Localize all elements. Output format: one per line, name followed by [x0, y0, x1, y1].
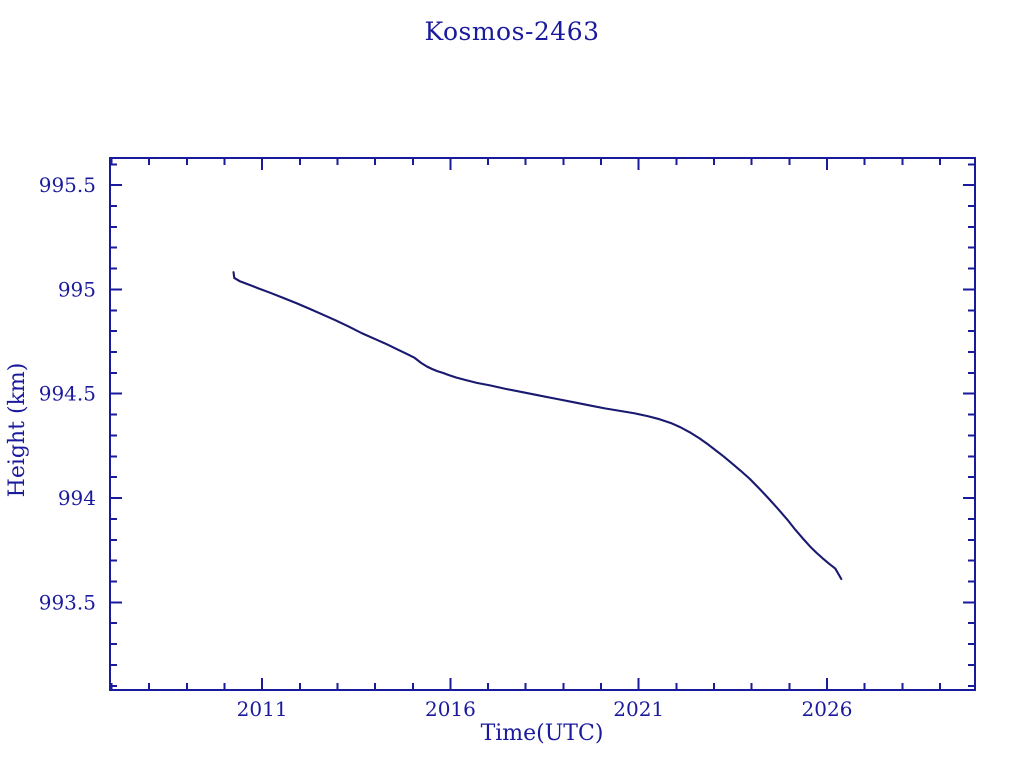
data-series-group	[232, 271, 843, 581]
plot-frame	[108, 156, 977, 692]
x-tick-label: 2026	[802, 697, 853, 721]
y-axis-label: Height (km)	[5, 363, 30, 498]
chart-title: Kosmos-2463	[424, 17, 599, 46]
x-axis-tick-labels: 2011 2016 2021 2026	[237, 697, 853, 721]
x-axis-label: Time(UTC)	[481, 721, 604, 746]
y-axis-tick-labels: 993.5 994 994.5 995 995.5	[39, 173, 96, 614]
y-tick-label: 995.5	[39, 173, 96, 197]
y-tick-label: 993.5	[39, 590, 96, 614]
data-line-height	[232, 271, 843, 581]
y-axis-ticks	[110, 163, 975, 687]
y-tick-label: 995	[58, 277, 96, 301]
x-tick-label: 2016	[425, 697, 476, 721]
y-tick-label: 994	[58, 486, 96, 510]
y-tick-label: 994.5	[39, 382, 96, 406]
x-axis-ticks	[110, 158, 941, 690]
x-tick-label: 2011	[237, 697, 288, 721]
x-tick-label: 2021	[613, 697, 664, 721]
